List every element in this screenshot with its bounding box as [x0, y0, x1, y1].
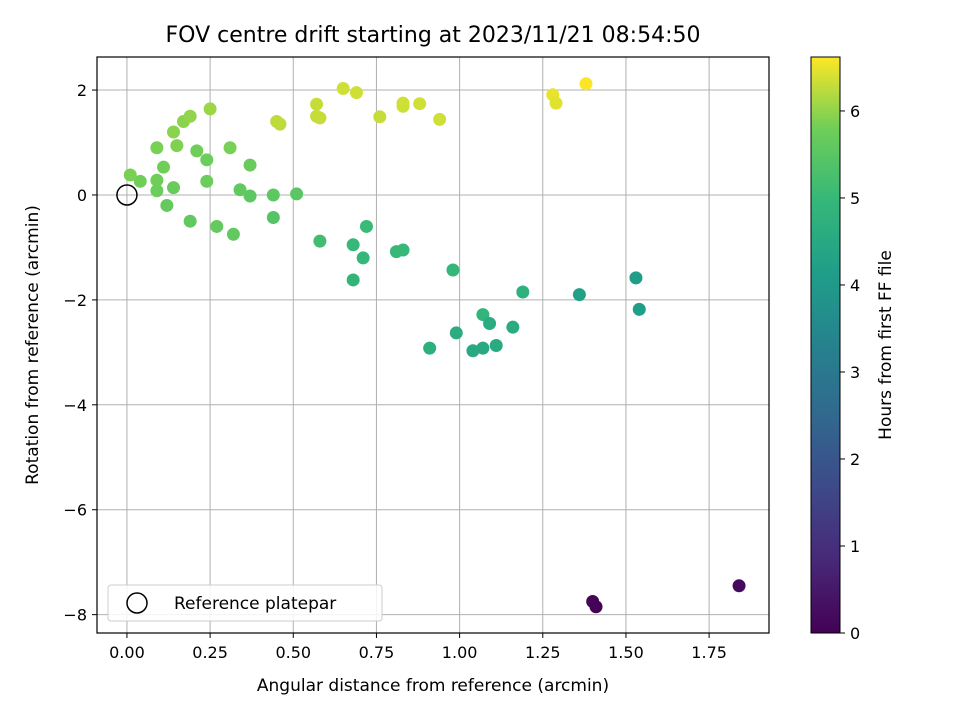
colorbar-gradient — [810, 56, 841, 634]
colorbar-tick-label: 4 — [850, 276, 860, 295]
data-point — [732, 579, 746, 593]
data-point — [389, 245, 403, 259]
data-point — [446, 263, 460, 277]
grid-lines — [97, 57, 769, 633]
data-point — [346, 273, 360, 287]
data-point — [183, 214, 197, 228]
reference-marker — [116, 184, 138, 206]
data-point — [310, 97, 324, 111]
data-point — [167, 181, 181, 195]
y-tick-label: 0 — [77, 186, 87, 205]
x-tick-label: 0.25 — [192, 643, 228, 662]
colorbar-ticks: 0 1 2 3 4 5 6 — [840, 102, 860, 643]
data-point — [233, 183, 247, 197]
data-point — [483, 316, 497, 330]
data-point — [336, 81, 350, 95]
y-tick-label: −8 — [63, 606, 87, 625]
legend-reference-label: Reference platepar — [174, 594, 336, 614]
colorbar-tick-label: 5 — [850, 189, 860, 208]
data-point — [223, 141, 237, 155]
plot-frame — [96, 56, 770, 634]
data-point — [150, 184, 164, 198]
data-point — [346, 238, 360, 252]
data-point — [572, 288, 586, 302]
data-point — [133, 174, 147, 188]
data-point — [183, 109, 197, 123]
data-point — [290, 187, 304, 201]
legend-reference-marker — [126, 592, 148, 614]
x-axis-label: Angular distance from reference (arcmin) — [257, 676, 609, 696]
legend: Reference platepar — [107, 584, 383, 622]
plot-area — [96, 56, 770, 634]
data-point — [190, 144, 204, 158]
x-tick-label: 0.50 — [275, 643, 311, 662]
data-point — [200, 153, 214, 167]
y-tick-label: −6 — [63, 501, 87, 520]
data-point — [433, 112, 447, 126]
data-point — [466, 344, 480, 358]
data-point — [243, 158, 257, 172]
data-point — [313, 234, 327, 248]
data-point — [313, 111, 327, 125]
y-tick-label: −2 — [63, 291, 87, 310]
data-point — [476, 308, 490, 322]
legend-box — [107, 584, 383, 622]
data-point — [396, 99, 410, 113]
data-point — [157, 160, 171, 174]
data-points — [123, 77, 746, 614]
data-point — [549, 96, 563, 110]
data-point — [356, 251, 370, 265]
data-point — [629, 271, 643, 285]
data-point — [579, 77, 593, 91]
x-tick-label: 1.50 — [608, 643, 644, 662]
data-point — [449, 326, 463, 340]
data-point — [489, 339, 503, 353]
data-point — [516, 285, 530, 299]
data-point — [266, 211, 280, 225]
y-tick-label: 2 — [77, 81, 87, 100]
data-point — [200, 174, 214, 188]
colorbar-tick-label: 3 — [850, 363, 860, 382]
data-point — [150, 173, 164, 187]
data-point — [349, 86, 363, 100]
data-point — [476, 341, 490, 355]
y-axis-ticks: −8 −6 −4 −2 0 2 — [63, 81, 97, 625]
data-point — [589, 600, 603, 614]
data-point — [123, 168, 137, 182]
reference-point — [116, 184, 138, 206]
data-point — [423, 341, 437, 355]
data-point — [170, 139, 184, 153]
x-tick-label: 1.75 — [691, 643, 727, 662]
data-point — [210, 219, 224, 233]
colorbar-tick-label: 2 — [850, 450, 860, 469]
data-point — [413, 97, 427, 111]
data-point — [203, 102, 217, 116]
data-point — [226, 227, 240, 241]
data-point — [273, 117, 287, 131]
colorbar: 0 1 2 3 4 5 6 Hours from first FF file — [810, 56, 896, 643]
x-tick-label: 0.00 — [109, 643, 145, 662]
chart-title: FOV centre drift starting at 2023/11/21 … — [166, 23, 701, 48]
data-point — [160, 198, 174, 212]
y-tick-label: −4 — [63, 396, 87, 415]
data-point — [150, 141, 164, 155]
data-point — [632, 302, 646, 316]
colorbar-tick-label: 6 — [850, 102, 860, 121]
x-tick-label: 0.75 — [359, 643, 395, 662]
data-point — [373, 110, 387, 124]
data-point — [243, 189, 257, 203]
data-point — [506, 320, 520, 334]
colorbar-tick-label: 1 — [850, 537, 860, 556]
colorbar-label: Hours from first FF file — [876, 250, 896, 440]
colorbar-tick-label: 0 — [850, 624, 860, 643]
data-point — [359, 219, 373, 233]
x-tick-label: 1.00 — [442, 643, 478, 662]
x-axis-ticks: 0.00 0.25 0.50 0.75 1.00 1.25 1.50 1.75 — [109, 633, 727, 662]
y-axis-label: Rotation from reference (arcmin) — [23, 205, 43, 485]
data-point — [167, 125, 181, 139]
data-point — [266, 188, 280, 202]
x-tick-label: 1.25 — [525, 643, 561, 662]
